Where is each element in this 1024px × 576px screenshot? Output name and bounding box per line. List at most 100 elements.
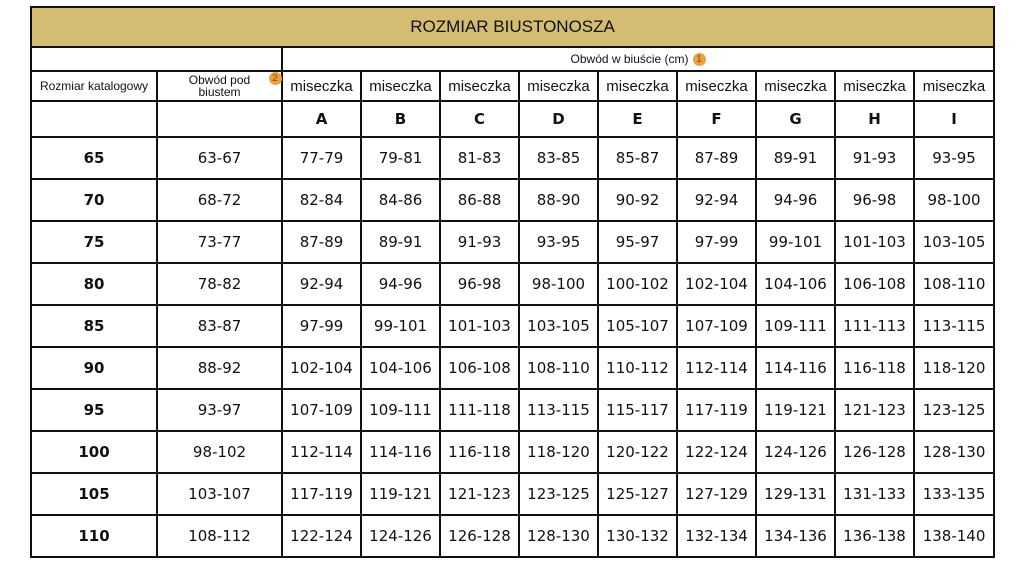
bust-range-cell: 98-100 — [518, 262, 599, 306]
bust-range-cell: 113-115 — [518, 388, 599, 432]
size-table: ROZMIAR BIUSTONOSZA Obwód w biuście (cm)… — [29, 6, 996, 558]
bust-range-cell: 93-95 — [912, 136, 996, 180]
bust-range-cell: 84-86 — [360, 178, 441, 222]
bust-range-cell: 104-106 — [755, 262, 836, 306]
catalog-size-cell: 110 — [30, 514, 158, 558]
table-row: 100 98-102 112-114 114-116 116-118 118-120 120… — [30, 430, 996, 474]
bust-range-cell: 122-124 — [281, 514, 362, 558]
bust-range-cell: 90-92 — [597, 178, 678, 222]
bust-range-cell: 112-114 — [676, 346, 757, 390]
bust-range-cell: 113-115 — [912, 304, 996, 348]
bust-range-cell: 96-98 — [834, 178, 915, 222]
table-row: 90 88-92 102-104 104-106 106-108 108-110 110-1… — [30, 346, 996, 390]
cup-label-header: miseczka — [281, 70, 362, 102]
bust-range-cell: 101-103 — [834, 220, 915, 264]
bust-range-cell: 129-131 — [755, 472, 836, 516]
bust-range-cell: 117-119 — [281, 472, 362, 516]
blank-header-cell — [30, 46, 283, 72]
bust-range-cell: 128-130 — [518, 514, 599, 558]
catalog-size-cell: 100 — [30, 430, 158, 474]
bust-range-cell: 100-102 — [597, 262, 678, 306]
bust-range-cell: 131-133 — [834, 472, 915, 516]
blank-cell — [30, 100, 158, 138]
bust-range-cell: 119-121 — [755, 388, 836, 432]
bust-range-cell: 86-88 — [439, 178, 520, 222]
underbust-header-label: Obwód pod biustem — [188, 73, 251, 99]
bust-header-label: Obwód w biuście (cm) — [570, 51, 689, 66]
bust-range-cell: 82-84 — [281, 178, 362, 222]
table-row: 65 63-67 77-79 79-81 81-83 83-85 85-87 87-89 89-… — [30, 136, 996, 180]
bust-range-cell: 124-126 — [755, 430, 836, 474]
cup-label-header: miseczka — [676, 70, 757, 102]
underbust-cell: 68-72 — [156, 178, 283, 222]
bust-range-cell: 83-85 — [518, 136, 599, 180]
bust-range-cell: 102-104 — [281, 346, 362, 390]
table-row: 75 73-77 87-89 89-91 91-93 93-95 95-97 97-99 99-… — [30, 220, 996, 264]
underbust-header: Obwód pod biustem 2 — [156, 70, 283, 102]
bust-range-cell: 97-99 — [281, 304, 362, 348]
bust-range-cell: 88-90 — [518, 178, 599, 222]
bust-range-cell: 128-130 — [912, 430, 996, 474]
table-row: 85 83-87 97-99 99-101 101-103 103-105 105-107 1… — [30, 304, 996, 348]
bust-range-cell: 138-140 — [912, 514, 996, 558]
bust-range-cell: 91-93 — [439, 220, 520, 264]
bust-range-cell: 132-134 — [676, 514, 757, 558]
bust-range-cell: 110-112 — [597, 346, 678, 390]
bust-range-cell: 114-116 — [360, 430, 441, 474]
table-row: 80 78-82 92-94 94-96 96-98 98-100 100-102 102-1… — [30, 262, 996, 306]
underbust-cell: 88-92 — [156, 346, 283, 390]
bust-range-cell: 96-98 — [439, 262, 520, 306]
info-badge-2-icon: 2 — [268, 72, 282, 85]
info-badge-1-icon: 1 — [692, 53, 706, 67]
bust-range-cell: 120-122 — [597, 430, 678, 474]
bust-range-cell: 105-107 — [597, 304, 678, 348]
bust-range-cell: 92-94 — [676, 178, 757, 222]
bust-range-cell: 107-109 — [676, 304, 757, 348]
bust-range-cell: 124-126 — [360, 514, 441, 558]
bust-range-cell: 108-110 — [518, 346, 599, 390]
bust-range-cell: 121-123 — [834, 388, 915, 432]
cup-letter-header: H — [834, 100, 915, 138]
bust-header: Obwód w biuście (cm) 1 — [280, 46, 996, 72]
bust-range-cell: 87-89 — [281, 220, 362, 264]
bust-range-cell: 111-118 — [439, 388, 520, 432]
bust-range-cell: 94-96 — [755, 178, 836, 222]
bust-range-cell: 94-96 — [360, 262, 441, 306]
cup-letter-header: A — [281, 100, 362, 138]
bust-range-cell: 112-114 — [281, 430, 362, 474]
cup-label-header: miseczka — [360, 70, 441, 102]
bust-range-cell: 126-128 — [439, 514, 520, 558]
table-row: 105 103-107 117-119 119-121 121-123 123-125 12… — [30, 472, 996, 516]
bust-range-cell: 115-117 — [597, 388, 678, 432]
cup-label-header: miseczka — [912, 70, 996, 102]
bust-range-cell: 106-108 — [834, 262, 915, 306]
bust-range-cell: 133-135 — [912, 472, 996, 516]
bust-range-cell: 106-108 — [439, 346, 520, 390]
bust-range-cell: 117-119 — [676, 388, 757, 432]
underbust-cell: 63-67 — [156, 136, 283, 180]
bust-range-cell: 126-128 — [834, 430, 915, 474]
cup-letter-header: I — [912, 100, 996, 138]
bust-range-cell: 130-132 — [597, 514, 678, 558]
bust-range-cell: 104-106 — [360, 346, 441, 390]
bra-size-chart: ROZMIAR BIUSTONOSZA Obwód w biuście (cm)… — [29, 6, 996, 558]
catalog-size-cell: 75 — [30, 220, 158, 264]
bust-range-cell: 79-81 — [360, 136, 441, 180]
bust-range-cell: 85-87 — [597, 136, 678, 180]
bust-range-cell: 119-121 — [360, 472, 441, 516]
bust-range-cell: 121-123 — [439, 472, 520, 516]
catalog-size-cell: 95 — [30, 388, 158, 432]
underbust-cell: 73-77 — [156, 220, 283, 264]
bust-range-cell: 116-118 — [834, 346, 915, 390]
bust-range-cell: 118-120 — [518, 430, 599, 474]
bust-range-cell: 98-100 — [912, 178, 996, 222]
bust-range-cell: 91-93 — [834, 136, 915, 180]
catalog-size-cell: 105 — [30, 472, 158, 516]
table-row: 70 68-72 82-84 84-86 86-88 88-90 90-92 92-94 94-… — [30, 178, 996, 222]
cup-label-header: miseczka — [518, 70, 599, 102]
bust-range-cell: 89-91 — [755, 136, 836, 180]
bust-range-cell: 123-125 — [518, 472, 599, 516]
catalog-size-cell: 90 — [30, 346, 158, 390]
bust-range-cell: 107-109 — [281, 388, 362, 432]
bust-range-cell: 103-105 — [518, 304, 599, 348]
